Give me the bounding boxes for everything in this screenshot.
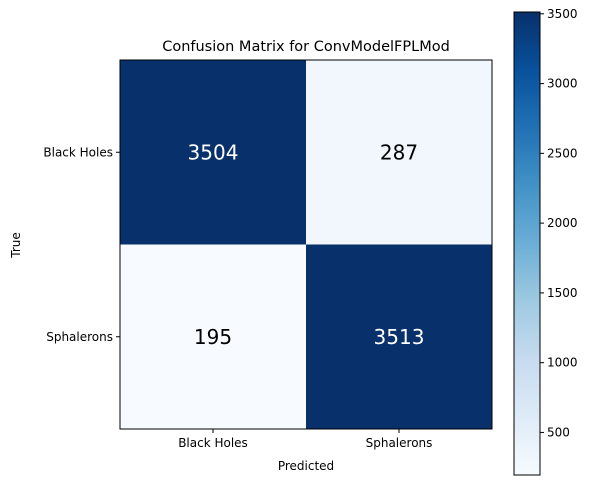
- colorbar-tick-label: 2000: [547, 216, 578, 230]
- cell-value-label: 3504: [188, 140, 239, 164]
- cell-value-label: 3513: [374, 325, 425, 349]
- matrix-cell: [120, 244, 306, 429]
- colorbar-tick-label: 500: [547, 425, 570, 439]
- chart-title: Confusion Matrix for ConvModelFPLMod: [162, 39, 450, 55]
- cell-value-labels: 3504 287 195 3513: [188, 140, 425, 349]
- y-axis-ticks: Black Holes Sphalerons: [43, 145, 120, 344]
- colorbar-tick-label: 3500: [547, 7, 578, 21]
- matrix-cell: [120, 60, 306, 245]
- y-tick-label: Black Holes: [43, 145, 113, 159]
- colorbar: [513, 11, 541, 476]
- y-tick-label: Sphalerons: [46, 330, 113, 344]
- matrix-frame: [119, 59, 493, 430]
- colorbar-tick-label: 1500: [547, 286, 578, 300]
- cell-value-label: 195: [194, 325, 232, 349]
- colorbar-tick-label: 2500: [547, 146, 578, 160]
- matrix-cell: [306, 244, 492, 429]
- matrix-cell: [306, 60, 492, 245]
- y-axis-label: True: [9, 232, 23, 259]
- colorbar-tick-label: 1000: [547, 356, 578, 370]
- matrix-cells: [120, 60, 492, 429]
- x-tick-label: Sphalerons: [366, 436, 433, 450]
- colorbar-ticks: 500 1000 1500 2000 2500 3000 3500: [540, 7, 578, 439]
- x-axis-ticks: Black Holes Sphalerons: [178, 429, 432, 450]
- cell-value-label: 287: [380, 140, 418, 164]
- colorbar-tick-label: 3000: [547, 77, 578, 91]
- x-axis-label: Predicted: [278, 459, 334, 473]
- x-tick-label: Black Holes: [178, 436, 248, 450]
